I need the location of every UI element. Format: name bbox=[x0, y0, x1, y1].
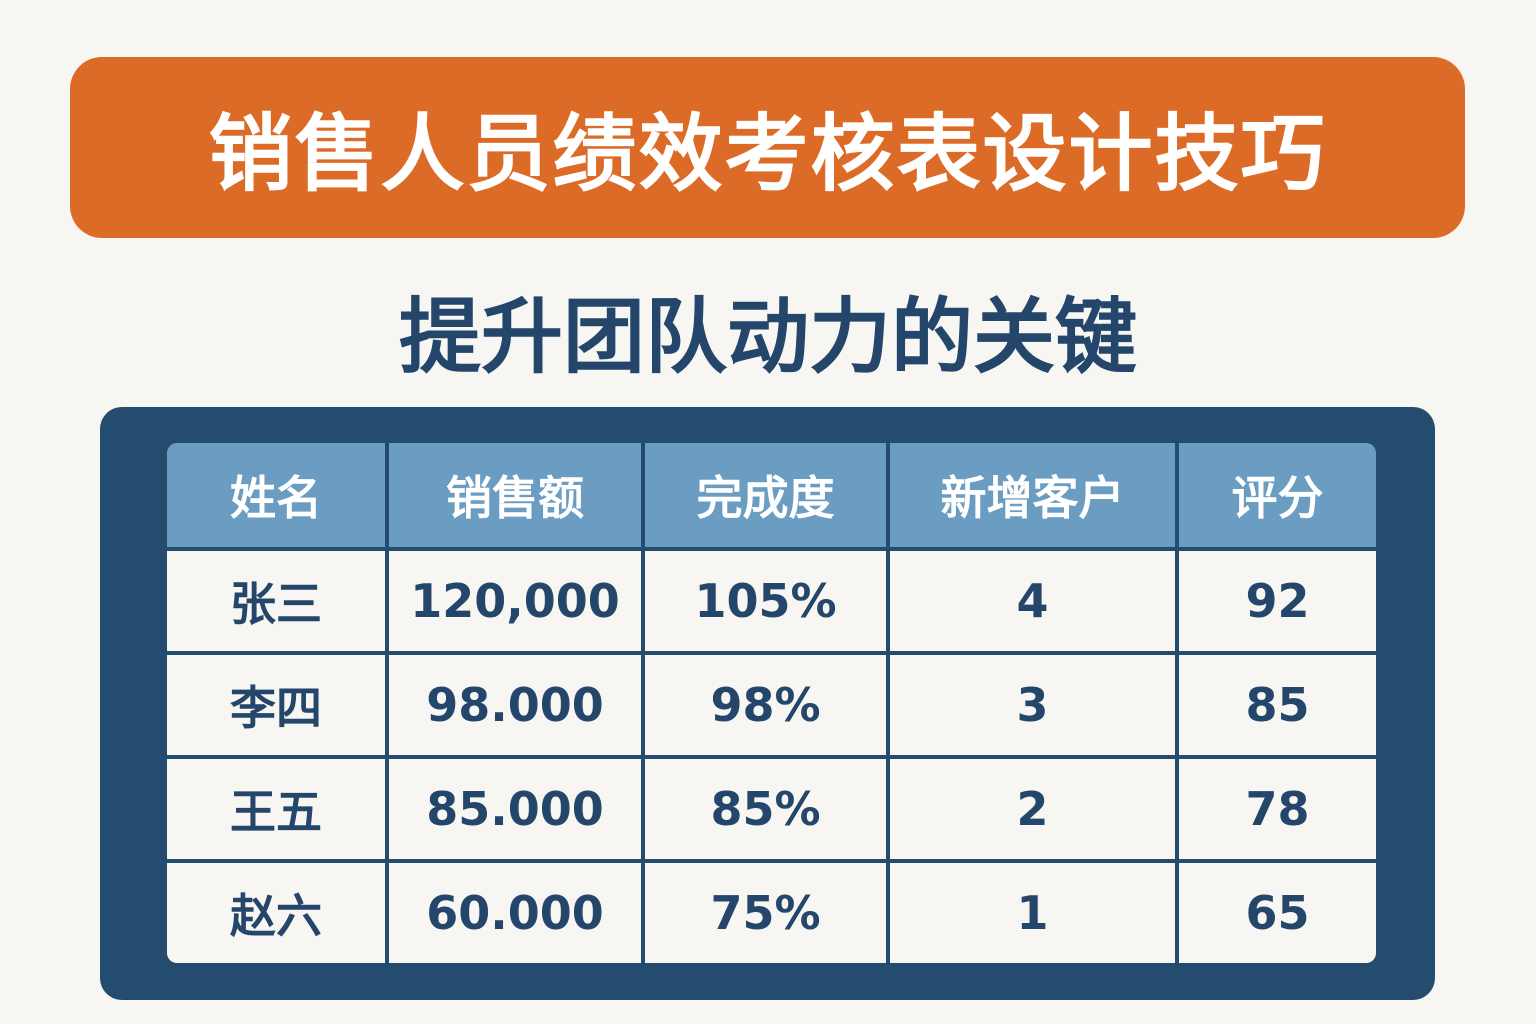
cell-name: 赵六 bbox=[167, 863, 385, 963]
header-score: 评分 bbox=[1179, 443, 1376, 547]
cell-score: 65 bbox=[1179, 863, 1376, 963]
cell-score: 92 bbox=[1179, 551, 1376, 651]
table-row: 王五 85.000 85% 2 78 bbox=[167, 759, 1376, 859]
cell-new-clients: 4 bbox=[890, 551, 1175, 651]
table-row: 赵六 60.000 75% 1 65 bbox=[167, 863, 1376, 963]
table-header-row: 姓名 销售额 完成度 新增客户 评分 bbox=[167, 443, 1376, 547]
cell-name: 王五 bbox=[167, 759, 385, 859]
page-subtitle: 提升团队动力的关键 bbox=[398, 290, 1137, 385]
table-panel: 姓名 销售额 完成度 新增客户 评分 张三 120,000 105% 4 92 李四 98.… bbox=[100, 407, 1435, 1000]
cell-score: 78 bbox=[1179, 759, 1376, 859]
header-new-clients: 新增客户 bbox=[890, 443, 1175, 547]
cell-completion: 75% bbox=[645, 863, 886, 963]
cell-sales: 60.000 bbox=[389, 863, 641, 963]
cell-new-clients: 2 bbox=[890, 759, 1175, 859]
cell-new-clients: 3 bbox=[890, 655, 1175, 755]
page-title: 销售人员绩效考核表设计技巧 bbox=[208, 105, 1327, 203]
header-name: 姓名 bbox=[167, 443, 385, 547]
performance-table: 姓名 销售额 完成度 新增客户 评分 张三 120,000 105% 4 92 李四 98.… bbox=[163, 439, 1380, 967]
cell-new-clients: 1 bbox=[890, 863, 1175, 963]
cell-sales: 98.000 bbox=[389, 655, 641, 755]
cell-sales: 85.000 bbox=[389, 759, 641, 859]
cell-completion: 98% bbox=[645, 655, 886, 755]
cell-completion: 105% bbox=[645, 551, 886, 651]
cell-sales: 120,000 bbox=[389, 551, 641, 651]
cell-completion: 85% bbox=[645, 759, 886, 859]
cell-score: 85 bbox=[1179, 655, 1376, 755]
header-sales: 销售额 bbox=[389, 443, 641, 547]
table-row: 张三 120,000 105% 4 92 bbox=[167, 551, 1376, 651]
cell-name: 李四 bbox=[167, 655, 385, 755]
header-completion: 完成度 bbox=[645, 443, 886, 547]
table-row: 李四 98.000 98% 3 85 bbox=[167, 655, 1376, 755]
title-banner: 销售人员绩效考核表设计技巧 bbox=[70, 57, 1465, 238]
cell-name: 张三 bbox=[167, 551, 385, 651]
